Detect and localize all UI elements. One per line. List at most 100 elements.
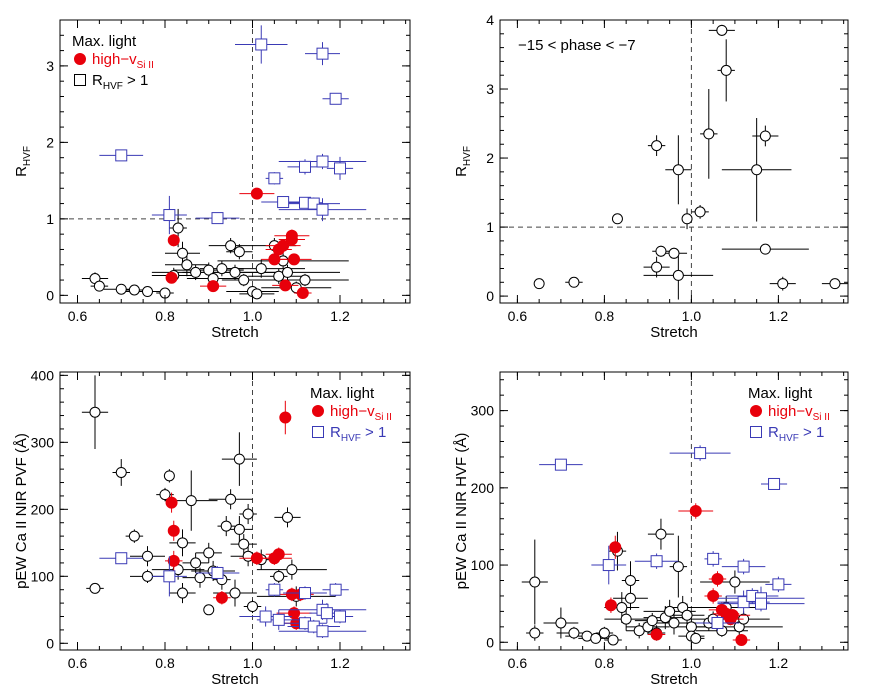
data-point [651, 261, 663, 273]
data-point [268, 583, 281, 596]
data-point [115, 149, 128, 162]
plot-area [521, 372, 805, 650]
data-point [681, 609, 693, 621]
legend-marker [74, 74, 86, 86]
data-point [268, 172, 281, 185]
data-point [207, 280, 220, 293]
x-tick-label: 0.6 [68, 308, 88, 324]
data-point [282, 266, 293, 278]
series-open-square [539, 445, 805, 631]
series-open-circle [81, 375, 336, 616]
y-tick-label: 1 [486, 219, 494, 235]
legend-marker [750, 426, 762, 438]
data-point [668, 247, 680, 259]
data-point [288, 607, 301, 620]
data-point [277, 196, 290, 209]
data-point [299, 274, 311, 286]
data-point [751, 164, 763, 176]
data-point [177, 587, 188, 599]
plot-area [500, 20, 848, 303]
legend-entry-suffix: > 1 [123, 72, 148, 89]
data-point [529, 627, 541, 639]
data-point [759, 243, 771, 255]
data-point [128, 530, 140, 542]
data-point [568, 627, 580, 639]
data-point [185, 495, 197, 507]
y-axis-label: pEW Ca II NIR PVF (Å) [13, 433, 30, 589]
data-point [203, 264, 215, 276]
legend-entry-suffix: > 1 [361, 424, 386, 441]
y-axis-label-main: R [13, 166, 30, 177]
data-point [247, 600, 258, 612]
legend-marker [750, 405, 762, 417]
legend-entry-text: R [768, 424, 779, 441]
panel-pew-hvf: 0.6 0.8 1.0 1.2 0 100 200 300 Stretch pEW Ca II N… [453, 371, 849, 688]
data-point [225, 493, 237, 505]
panel-pew-pvf: 0.6 0.8 1.0 1.2 0 100 200 300 400 Stretch pEW Ca I… [13, 367, 411, 688]
legend-entry-label: high−vSi II [330, 403, 392, 423]
data-point [142, 286, 153, 298]
x-axis-label: Stretch [211, 324, 259, 341]
legend-entry-label: RHVF > 1 [92, 72, 148, 92]
data-point [720, 64, 732, 76]
data-point [554, 458, 567, 471]
data-point [329, 583, 342, 596]
data-point [272, 548, 285, 561]
data-point [163, 209, 176, 222]
legend-entry-text: high−v [92, 51, 137, 68]
data-point [334, 162, 346, 175]
data-point [716, 24, 728, 36]
y-tick-label: 400 [31, 367, 55, 383]
phase-annotation: −15 < phase < −7 [518, 37, 636, 54]
plot-area [81, 372, 367, 650]
x-tick-label: 0.8 [155, 655, 175, 671]
data-point [772, 578, 785, 591]
panel-rhvf-phase: 0.6 0.8 1.0 1.2 0 1 2 3 4 Stretch RHVF −15 < phase … [453, 12, 849, 341]
data-point [694, 206, 706, 218]
x-tick-label: 1.0 [682, 655, 702, 671]
y-tick-label: 100 [471, 557, 495, 573]
y-axis-label-main: R [453, 166, 470, 177]
axes-frame [59, 371, 411, 651]
data-point [163, 570, 176, 583]
legend-entry-sub: Si II [813, 412, 830, 423]
legend-entry-text: high−v [768, 403, 813, 420]
legend-entry-label: high−vSi II [768, 403, 830, 423]
data-point [737, 560, 750, 573]
data-point [737, 596, 750, 609]
data-point [142, 550, 153, 562]
data-point [296, 287, 309, 300]
data-point [689, 505, 702, 517]
data-point [128, 284, 140, 296]
y-tick-label: 300 [471, 403, 495, 419]
x-tick-label: 0.6 [508, 655, 528, 671]
data-point [650, 628, 663, 641]
data-point [288, 253, 301, 266]
data-point [115, 552, 128, 565]
data-point [268, 253, 281, 266]
x-tick-label: 0.8 [155, 308, 175, 324]
data-point [729, 576, 741, 588]
data-point [726, 609, 739, 622]
data-point [829, 278, 841, 290]
plot-area [60, 20, 410, 303]
data-point [273, 570, 285, 582]
data-point [650, 555, 663, 568]
data-point [664, 605, 676, 617]
legend-entry-label: RHVF > 1 [330, 424, 386, 444]
data-point [555, 617, 567, 629]
data-point [598, 627, 610, 639]
y-tick-label: 3 [486, 81, 494, 97]
data-point [707, 552, 720, 565]
y-tick-label: 0 [486, 634, 494, 650]
data-point [307, 197, 320, 210]
legend-title: Max. light [72, 33, 137, 50]
legend-entry-sub: HVF [103, 81, 123, 92]
legend-entry-suffix: > 1 [799, 424, 824, 441]
x-tick-label: 1.2 [769, 308, 789, 324]
data-point [229, 587, 241, 599]
y-tick-label: 200 [31, 501, 55, 517]
